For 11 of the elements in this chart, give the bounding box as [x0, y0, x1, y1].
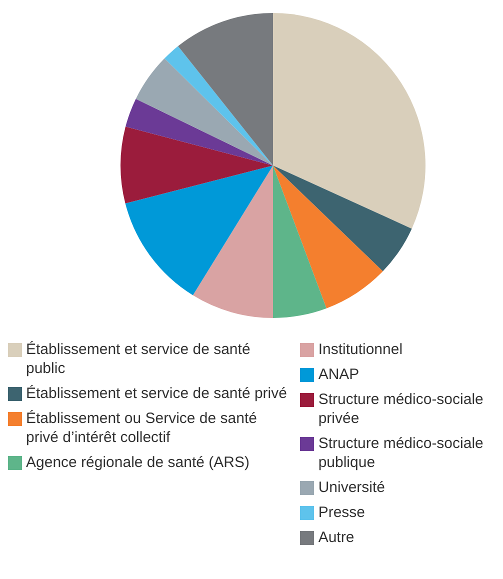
legend-label: ANAP — [318, 365, 360, 384]
legend-label: Université — [318, 478, 385, 497]
legend-label: Établissement et service de santé public — [26, 340, 252, 378]
legend-label: Établissement ou Service de santé privé d’intérêt collectif — [26, 409, 258, 447]
legend-label: Structure médico-sociale publique — [318, 434, 484, 472]
legend-label: Institutionnel — [318, 340, 403, 359]
legend-label: Autre — [318, 528, 354, 547]
legend-label: Presse — [318, 503, 365, 522]
legend-label: Structure médico-sociale privée — [318, 390, 484, 428]
legend-label: Agence régionale de santé (ARS) — [26, 453, 250, 472]
legend-label: Établissement et service de santé privé — [26, 384, 287, 403]
